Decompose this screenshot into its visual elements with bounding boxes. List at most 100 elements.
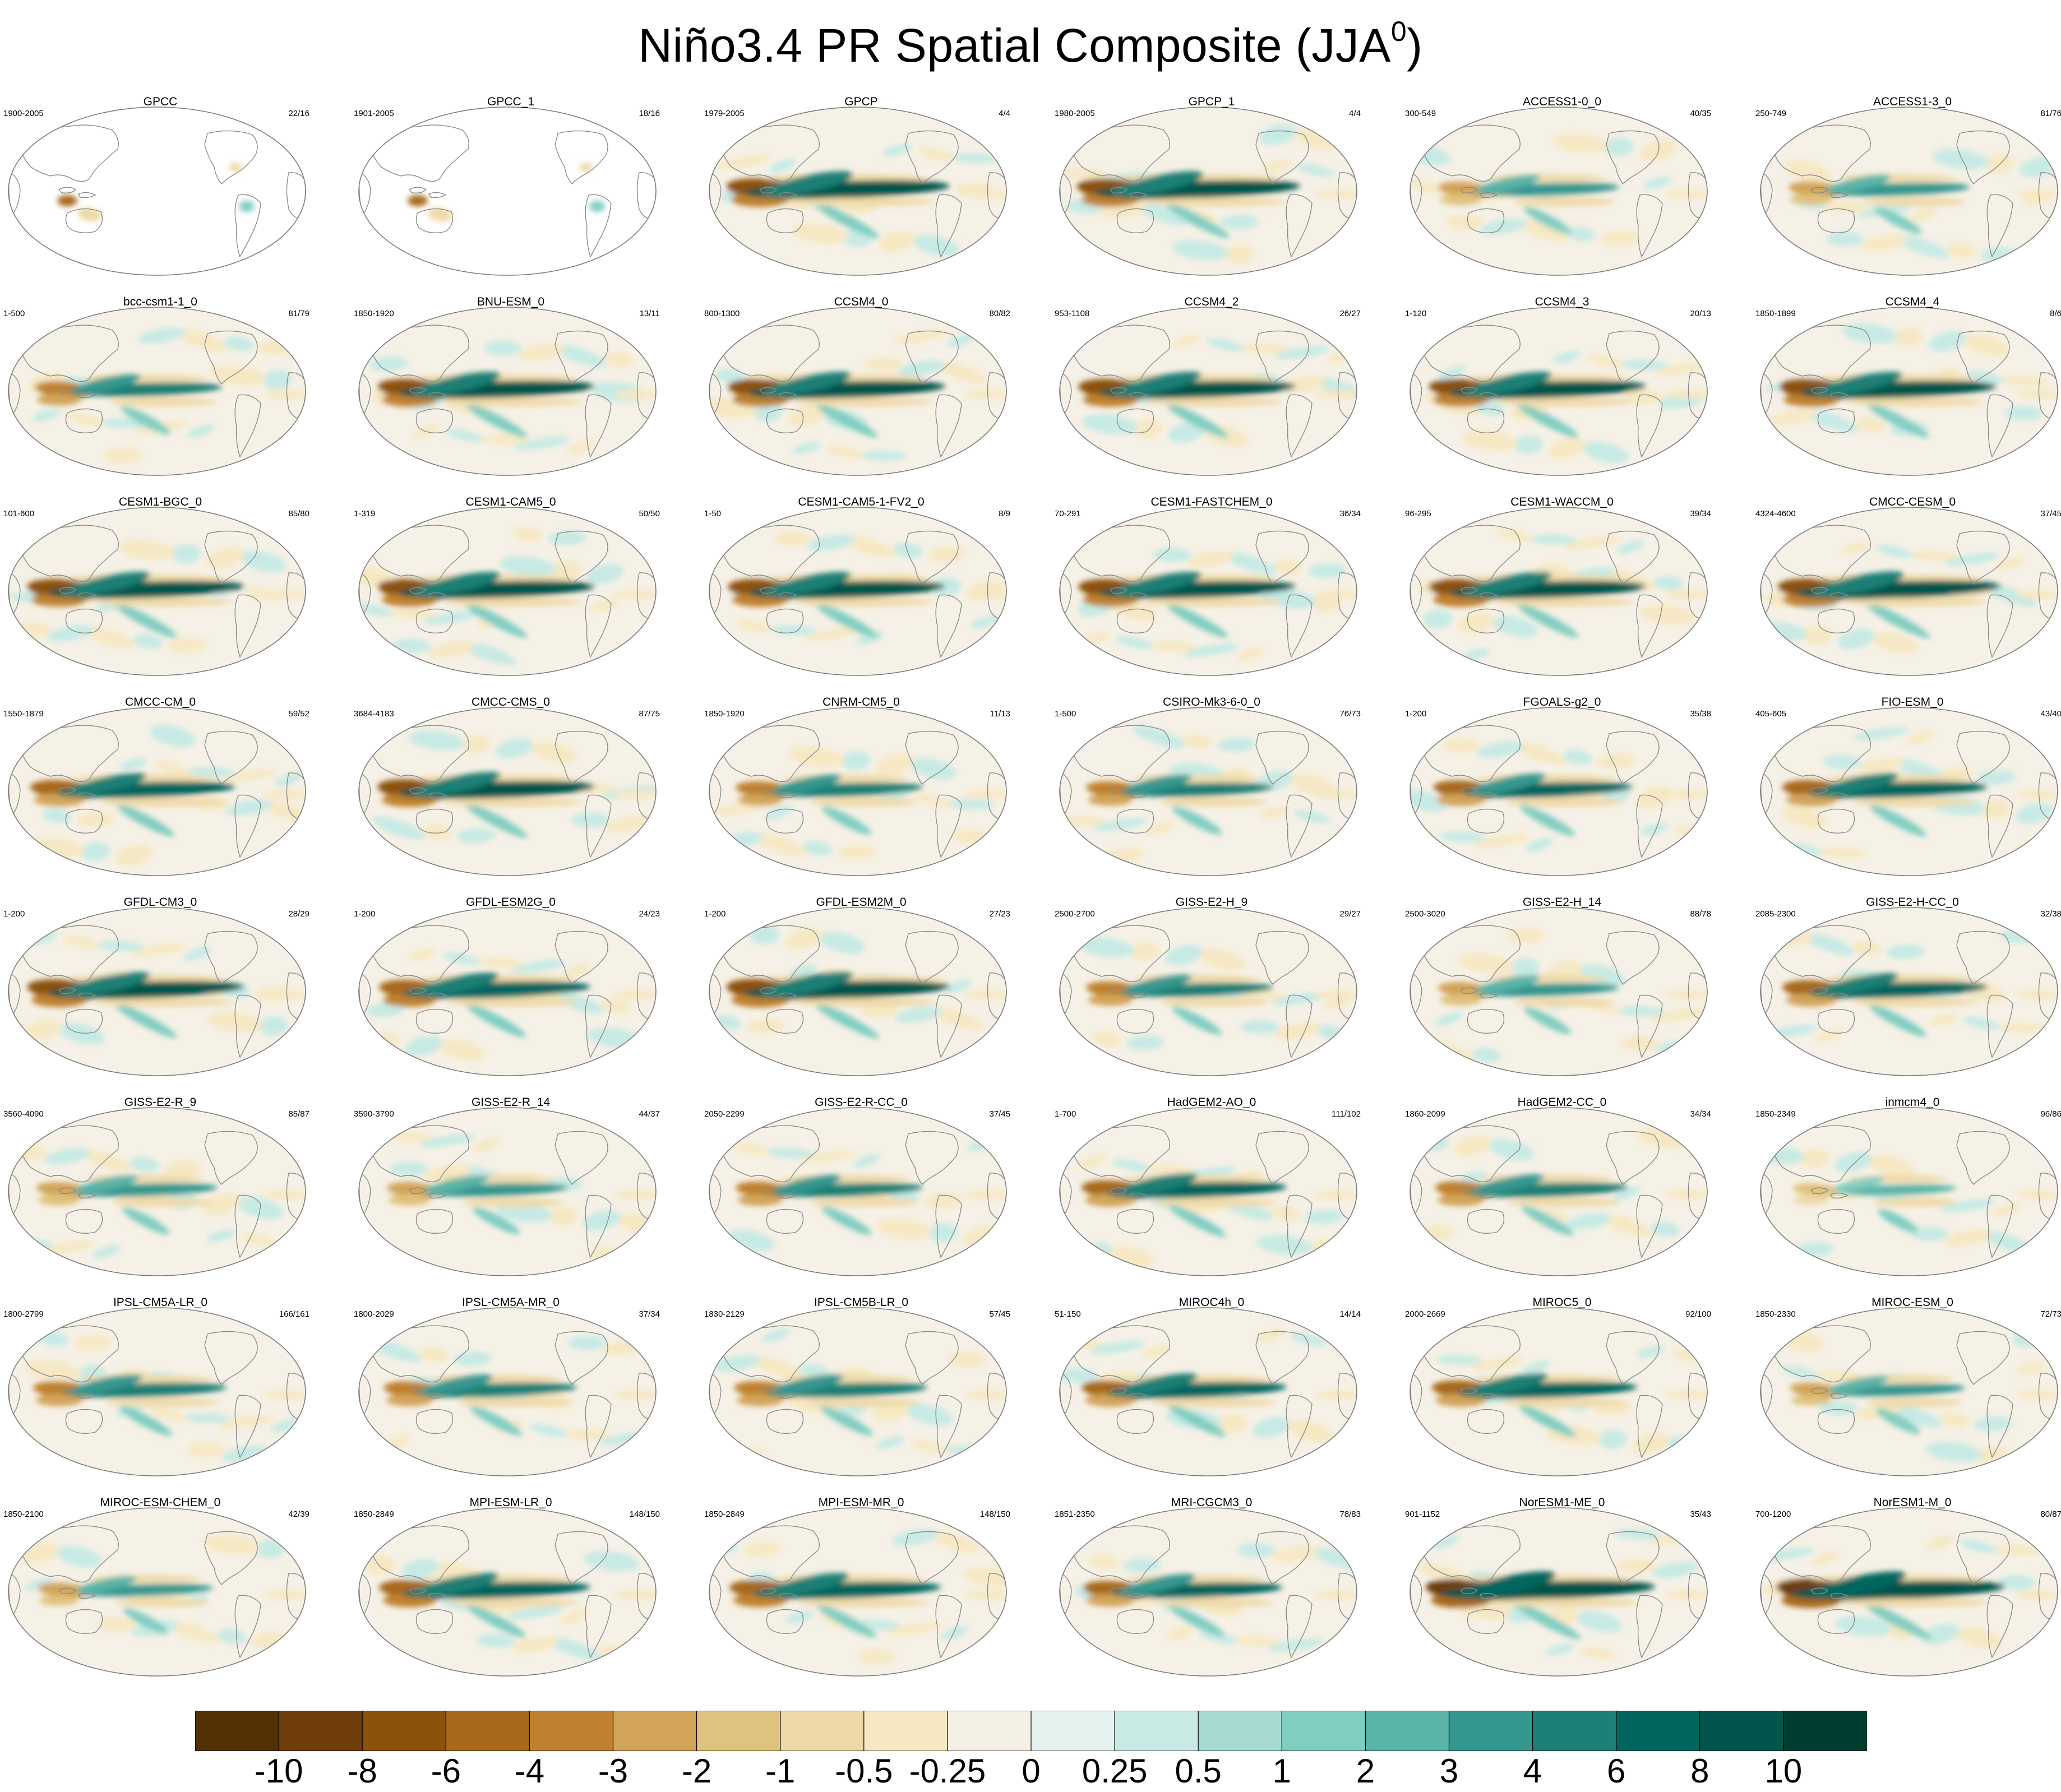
map-panel: ACCESS1-3_0 250-749 81/76	[1755, 89, 2061, 279]
panel-years: 1-120	[1405, 309, 1427, 318]
coastline	[1467, 808, 1505, 834]
coastline	[1116, 1208, 1154, 1234]
coastline	[1286, 194, 1313, 258]
dry-anomaly	[473, 1137, 501, 1152]
colorbar-tick-label: 1	[1272, 1752, 1291, 1790]
wet-anomaly	[1998, 1575, 2036, 1590]
wet-anomaly	[769, 159, 797, 173]
wet-anomaly	[586, 563, 624, 585]
panel-years: 2050-2299	[704, 1109, 745, 1119]
wet-anomaly	[1223, 551, 1277, 575]
wet-anomaly	[2019, 156, 2057, 178]
coastline	[1109, 387, 1128, 394]
dry-anomaly	[1819, 848, 1866, 859]
coastline	[1060, 372, 1072, 416]
wet-anomaly	[1853, 727, 1909, 740]
coastline	[1311, 521, 1335, 534]
coastline	[78, 1392, 96, 1399]
coastline	[58, 387, 77, 394]
dry-anomaly	[579, 163, 593, 172]
coastline	[1068, 1125, 1170, 1183]
coastline	[766, 608, 804, 633]
panel-event-count: 85/80	[288, 509, 309, 518]
coastline	[717, 525, 820, 582]
coastline	[779, 392, 797, 399]
coastline	[960, 921, 985, 934]
composite-map	[358, 1307, 657, 1476]
coastline	[415, 608, 454, 633]
panel-years: 1900-2005	[3, 109, 44, 118]
wet-anomaly	[1293, 810, 1332, 823]
panel-event-count: 29/27	[1339, 909, 1361, 919]
dry-anomaly	[964, 990, 1006, 999]
dry-anomaly	[964, 1590, 1006, 1599]
coastline	[585, 1395, 612, 1458]
map-panel: HadGEM2-CC_0 1860-2099 34/34	[1405, 1089, 1719, 1280]
colorbar-tick-label: -6	[431, 1752, 461, 1790]
wet-anomaly	[764, 572, 851, 596]
coastline	[717, 1525, 820, 1583]
coastline	[1129, 1192, 1148, 1199]
coastline	[1311, 921, 1335, 934]
wet-anomaly	[1840, 1184, 1956, 1196]
panel-years: 1830-2129	[704, 1309, 745, 1319]
wet-anomaly	[1118, 1373, 1198, 1396]
coastline	[759, 1587, 778, 1595]
panel-title: GPCC_1	[487, 95, 535, 108]
wet-anomaly	[1552, 350, 1581, 364]
coastline	[428, 1192, 447, 1199]
coastline	[1116, 808, 1154, 834]
coastline	[1830, 1592, 1849, 1599]
dry-anomaly	[792, 224, 848, 244]
colorbar-swatch	[612, 1711, 697, 1751]
colorbar-tick-label: 2	[1356, 1752, 1375, 1790]
colorbar-swatch	[529, 1711, 614, 1751]
wet-anomaly	[1566, 226, 1596, 242]
dry-anomaly	[1815, 1028, 1843, 1043]
panel-event-count: 8/9	[999, 509, 1010, 518]
map-panel: GPCC 1900-2005 22/16	[3, 89, 317, 279]
dry-anomaly	[614, 790, 656, 799]
coastline	[58, 787, 77, 794]
coastline	[1418, 124, 1521, 182]
map-outline	[1760, 1307, 2058, 1476]
dry-anomaly	[1791, 1395, 1831, 1406]
dry-anomaly	[737, 1394, 783, 1406]
dry-anomaly	[709, 1448, 765, 1461]
coastline	[78, 392, 96, 399]
wet-anomaly	[819, 932, 865, 954]
coastline	[1830, 192, 1849, 198]
map-outline	[358, 1107, 657, 1276]
wet-anomaly	[114, 1003, 177, 1038]
composite-map	[709, 1507, 1007, 1677]
coastline	[2012, 321, 2036, 334]
panel-title: GFDL-ESM2M_0	[816, 896, 907, 909]
dry-anomaly	[875, 754, 913, 775]
dry-anomaly	[738, 794, 782, 806]
composite-map	[358, 507, 657, 676]
panel-title: CSIRO-Mk3-6-0_0	[1163, 696, 1260, 709]
panel-event-count: 14/14	[1339, 1309, 1361, 1319]
coastline	[16, 1325, 119, 1383]
wet-anomaly	[1166, 403, 1228, 438]
coastline	[1636, 794, 1663, 858]
dry-anomaly	[1665, 1190, 1707, 1199]
colorbar-swatch	[1532, 1711, 1617, 1751]
coastline	[1068, 925, 1170, 983]
dry-anomaly	[964, 390, 1006, 399]
dry-anomaly	[173, 328, 227, 351]
coastline	[428, 392, 447, 399]
coastline	[1410, 1173, 1422, 1216]
wet-anomaly	[1516, 403, 1579, 438]
coastline	[1817, 408, 1855, 433]
composite-map	[1410, 106, 1708, 276]
coastline	[2012, 1121, 2036, 1135]
coastline	[1060, 772, 1072, 816]
wet-anomaly	[785, 1610, 814, 1624]
wet-anomaly	[466, 1604, 526, 1638]
colorbar-tick-label: 0.5	[1175, 1752, 1222, 1790]
coastline	[1606, 1331, 1660, 1386]
coastline	[1661, 1321, 1685, 1335]
dry-anomaly	[264, 590, 306, 599]
wet-anomaly	[466, 1004, 526, 1038]
